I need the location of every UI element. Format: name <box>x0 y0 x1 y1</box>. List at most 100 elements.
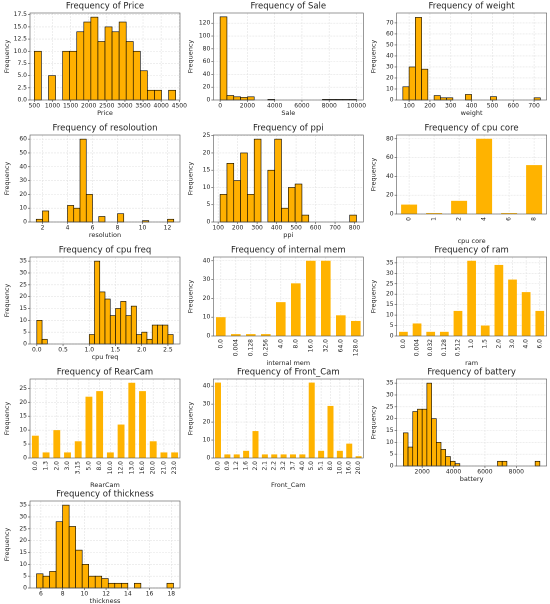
bar <box>321 260 331 336</box>
y-tick-label: 20 <box>19 191 27 198</box>
histogram-bar <box>107 582 116 589</box>
histogram-bar <box>104 298 111 345</box>
chart-title: Frequency of internal mem <box>231 246 346 256</box>
x-tick-label: 4 <box>481 217 488 221</box>
y-tick-label: 120 <box>199 20 211 27</box>
x-tick-label: 2500 <box>99 103 114 110</box>
x-tick-label: 3.0 <box>64 461 71 471</box>
histogram-bar <box>412 411 418 467</box>
y-tick-label: 10 <box>203 437 211 444</box>
y-tick-label: 20 <box>203 295 211 302</box>
y-axis-label: Frequency <box>186 402 194 436</box>
x-tick-label: 200 <box>232 225 244 232</box>
bar <box>252 431 259 458</box>
x-tick-label: 100 <box>212 225 224 232</box>
bar <box>439 331 449 336</box>
y-tick-label: 100 <box>199 33 211 40</box>
x-tick-label: 500 <box>290 225 302 232</box>
x-tick-label: 1.2 <box>233 461 240 471</box>
histogram-bar <box>88 334 95 345</box>
histogram-bar <box>109 315 116 345</box>
axes-frame <box>29 256 181 345</box>
x-tick-label: 1.0 <box>468 339 475 349</box>
bar <box>535 310 545 336</box>
histogram-bar <box>533 97 541 101</box>
y-tick-label: 10 <box>386 312 394 319</box>
histogram-bar <box>435 442 442 467</box>
x-axis-label: ram <box>465 359 478 367</box>
chart-title: Frequency of Sale <box>250 2 326 12</box>
y-tick-label: 60 <box>19 136 27 143</box>
y-tick-label: 10 <box>19 205 27 212</box>
histogram-bar <box>125 41 134 101</box>
x-tick-label: 3.2 <box>280 461 287 471</box>
x-tick-label: 4000 <box>446 469 461 476</box>
x-axis-label: thickness <box>90 597 121 604</box>
x-tick-label: 8.0 <box>292 339 299 349</box>
x-tick-label: 8 <box>116 225 120 232</box>
y-tick-label: 15 <box>386 301 394 308</box>
x-tick-label: 4500 <box>172 103 187 110</box>
histogram-bar <box>240 152 248 223</box>
histogram-bar <box>301 214 310 223</box>
bar <box>96 391 104 458</box>
y-tick-label: 0.0 <box>17 97 27 104</box>
x-tick-label: 2.1 <box>261 461 268 471</box>
y-tick-label: 40 <box>386 173 394 180</box>
x-tick-label: 13.0 <box>128 461 135 475</box>
x-tick-label: 10 <box>139 225 147 232</box>
x-tick-label: 8.0 <box>327 461 334 471</box>
x-tick-label: 2000 <box>81 103 96 110</box>
y-tick-label: 0 <box>390 333 394 340</box>
histogram-bar <box>157 324 163 345</box>
y-tick-label: 5 <box>23 573 27 580</box>
y-axis-label: Frequency <box>370 406 378 440</box>
x-tick-label: 1500 <box>63 103 78 110</box>
x-tick-label: 6 <box>91 225 95 232</box>
y-tick-label: 30 <box>386 63 394 70</box>
bar <box>289 454 296 458</box>
histogram-bar <box>349 214 357 223</box>
histogram-bar <box>219 194 228 223</box>
histogram-bar <box>247 194 255 223</box>
y-tick-label: 30 <box>203 276 211 283</box>
x-tick-label: 0.128 <box>441 339 448 356</box>
chart-title: Frequency of cpu freq <box>59 246 152 256</box>
bar <box>521 292 531 336</box>
x-tick-label: 0.004 <box>414 339 421 356</box>
histogram-bar <box>115 308 122 345</box>
x-tick-label: 0.0 <box>217 339 224 349</box>
y-tick-label: 30 <box>203 401 211 408</box>
axes-frame <box>396 378 547 467</box>
chart-title: Frequency of cpu core <box>425 124 519 134</box>
histogram-bar <box>247 96 255 101</box>
histogram-bar <box>48 75 56 101</box>
x-tick-label: 4.0 <box>523 339 530 349</box>
x-tick-label: 0 <box>218 103 222 110</box>
histogram-bar <box>166 582 174 589</box>
x-tick-label: 0.9 <box>224 461 231 471</box>
x-tick-label: 0.0 <box>32 347 42 354</box>
histogram-bar <box>233 96 241 101</box>
bar <box>128 382 136 458</box>
histogram-bar <box>147 89 155 101</box>
x-tick-label: 200 <box>424 103 436 110</box>
histogram-bar <box>81 564 89 589</box>
axes-frame <box>29 134 181 223</box>
x-tick-label: 8 <box>531 217 538 221</box>
x-tick-label: 0.0 <box>400 339 407 349</box>
x-tick-label: 500 <box>487 103 499 110</box>
y-axis-label: Frequency <box>370 280 378 314</box>
x-axis-label: battery <box>460 475 484 483</box>
histogram-bar <box>431 418 437 467</box>
x-tick-label: 20.0 <box>150 461 157 475</box>
bar <box>276 302 286 336</box>
bar <box>401 204 418 214</box>
axes-frame <box>213 134 364 223</box>
x-axis-label: resolution <box>89 231 121 239</box>
histogram-bar <box>62 50 70 101</box>
x-tick-label: 1.0 <box>84 347 94 354</box>
plot-area <box>213 379 364 458</box>
y-tick-label: 80 <box>203 45 211 52</box>
x-tick-label: 700 <box>329 225 341 232</box>
